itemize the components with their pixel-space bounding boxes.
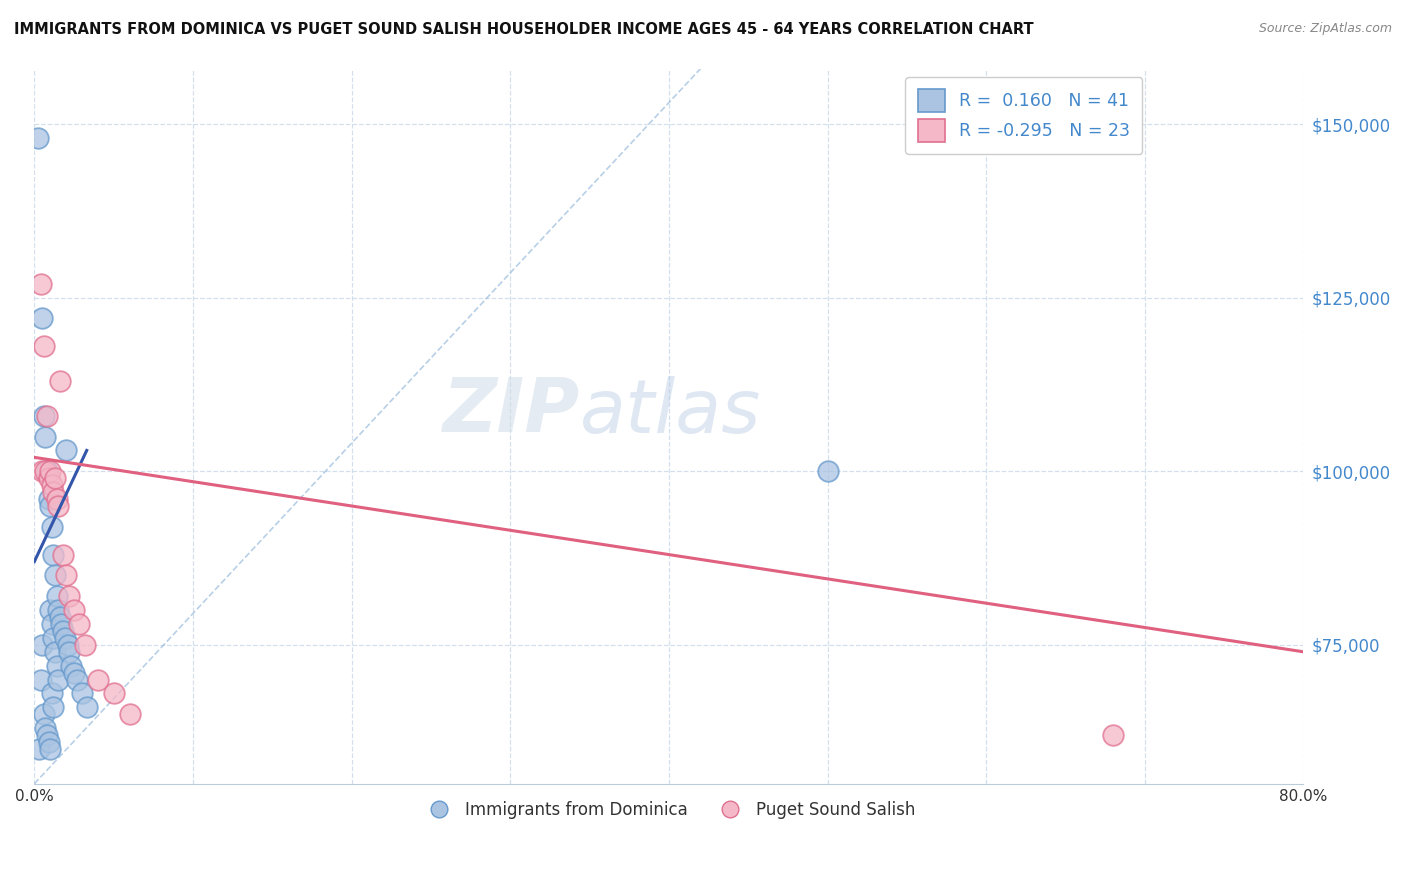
- Point: [56, 638, 79, 652]
- Point: [1102, 728, 1125, 742]
- Point: [63, 665, 86, 680]
- Point: [41, 520, 63, 534]
- Point: [45, 491, 67, 506]
- Point: [30, 277, 52, 291]
- Point: [42, 485, 65, 500]
- Point: [53, 631, 76, 645]
- Point: [55, 568, 77, 582]
- Point: [31, 638, 53, 652]
- Point: [70, 686, 93, 700]
- Point: [41, 686, 63, 700]
- Point: [31, 311, 53, 326]
- Point: [46, 603, 69, 617]
- Point: [38, 471, 60, 485]
- Point: [34, 429, 56, 443]
- Point: [103, 686, 125, 700]
- Point: [38, 491, 60, 506]
- Point: [59, 658, 82, 673]
- Legend: Immigrants from Dominica, Puget Sound Salish: Immigrants from Dominica, Puget Sound Sa…: [415, 794, 922, 825]
- Point: [45, 589, 67, 603]
- Text: atlas: atlas: [581, 376, 762, 448]
- Point: [52, 548, 75, 562]
- Point: [817, 464, 839, 478]
- Point: [38, 735, 60, 749]
- Point: [51, 617, 73, 632]
- Text: ZIP: ZIP: [443, 376, 581, 449]
- Point: [34, 721, 56, 735]
- Point: [32, 339, 55, 353]
- Point: [118, 707, 141, 722]
- Point: [28, 742, 51, 756]
- Point: [75, 638, 97, 652]
- Text: IMMIGRANTS FROM DOMINICA VS PUGET SOUND SALISH HOUSEHOLDER INCOME AGES 45 - 64 Y: IMMIGRANTS FROM DOMINICA VS PUGET SOUND …: [14, 22, 1033, 37]
- Point: [58, 589, 80, 603]
- Point: [39, 603, 62, 617]
- Point: [44, 645, 66, 659]
- Point: [39, 499, 62, 513]
- Point: [63, 603, 86, 617]
- Point: [41, 478, 63, 492]
- Point: [58, 645, 80, 659]
- Point: [76, 700, 98, 714]
- Point: [49, 374, 72, 388]
- Point: [31, 464, 53, 478]
- Point: [44, 568, 66, 582]
- Point: [35, 464, 58, 478]
- Point: [35, 409, 58, 423]
- Point: [45, 658, 67, 673]
- Point: [35, 728, 58, 742]
- Point: [49, 610, 72, 624]
- Point: [46, 673, 69, 687]
- Point: [46, 499, 69, 513]
- Point: [32, 409, 55, 423]
- Point: [52, 624, 75, 638]
- Text: Source: ZipAtlas.com: Source: ZipAtlas.com: [1258, 22, 1392, 36]
- Point: [87, 673, 110, 687]
- Point: [34, 464, 56, 478]
- Point: [67, 617, 90, 632]
- Point: [55, 443, 77, 458]
- Point: [39, 742, 62, 756]
- Point: [30, 673, 52, 687]
- Point: [44, 471, 66, 485]
- Point: [42, 631, 65, 645]
- Point: [39, 464, 62, 478]
- Point: [42, 700, 65, 714]
- Point: [32, 707, 55, 722]
- Point: [27, 131, 49, 145]
- Point: [66, 673, 89, 687]
- Point: [41, 617, 63, 632]
- Point: [42, 548, 65, 562]
